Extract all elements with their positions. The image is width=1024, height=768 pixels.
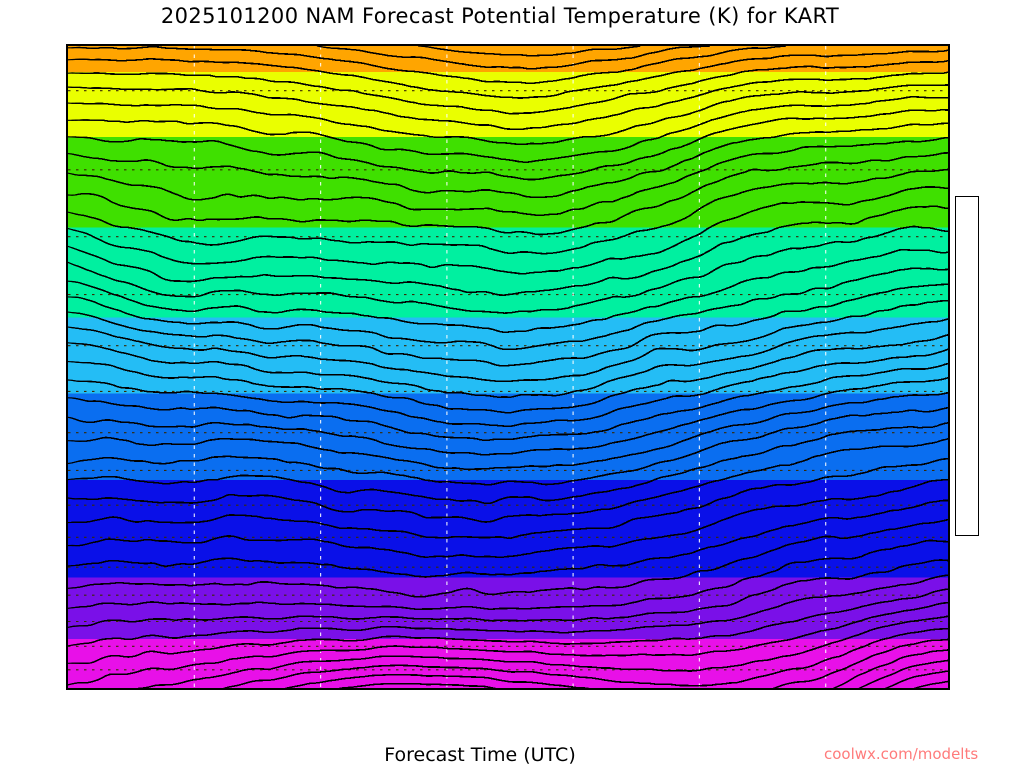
colorbar <box>955 196 979 536</box>
terrain-top-edge <box>68 688 948 689</box>
x-axis-title: Forecast Time (UTC) <box>180 744 780 766</box>
colorbar-under-arrow <box>955 536 979 576</box>
page-title: 2025101200 NAM Forecast Potential Temper… <box>0 4 1000 28</box>
plot-area <box>66 44 950 690</box>
contour-plot <box>68 46 950 690</box>
watermark: coolwx.com/modelts <box>824 745 978 763</box>
colorbar-over-arrow <box>955 162 979 196</box>
